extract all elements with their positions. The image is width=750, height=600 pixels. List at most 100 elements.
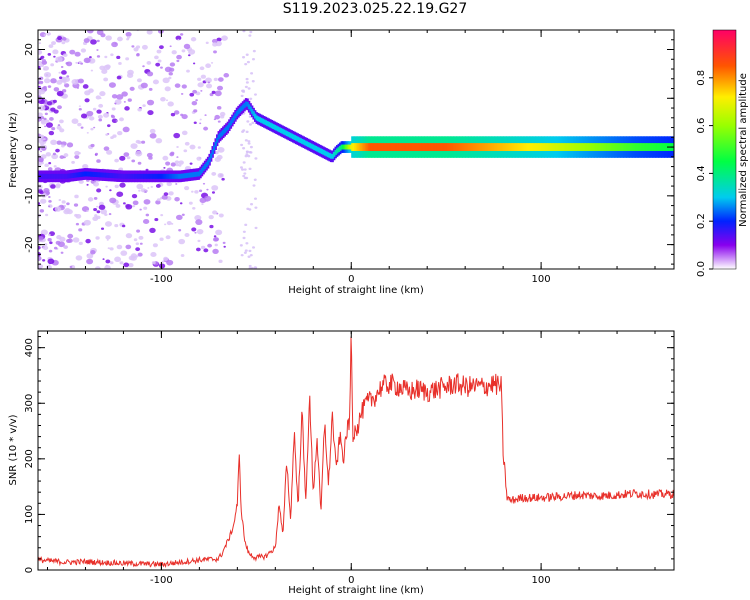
noise-blob [157, 30, 164, 34]
noise-blob [50, 184, 56, 189]
ridge-core [465, 143, 468, 151]
ridge-core [329, 153, 333, 159]
y-tick-label: -20 [24, 236, 35, 252]
noise-blob [189, 162, 193, 165]
noise-blob [214, 151, 219, 155]
ridge-core [73, 172, 76, 178]
ridge-core [377, 143, 380, 151]
noise-blob [156, 198, 161, 202]
noise-blob [149, 227, 156, 233]
noise-blob [213, 50, 217, 54]
ridge-core [489, 143, 492, 151]
noise-blob [112, 134, 117, 138]
ridge-core [404, 143, 407, 151]
ridge-core [225, 126, 228, 132]
x-tick-label: 0 [348, 575, 354, 586]
noise-blob [171, 50, 177, 55]
noise-blob [38, 105, 46, 111]
noise-blob [88, 116, 95, 121]
noise-blob [141, 44, 148, 50]
noise-blob [211, 90, 216, 94]
noise-blob [116, 191, 124, 197]
noise-blob [74, 213, 78, 217]
ridge-core [168, 173, 172, 179]
noise-blob [52, 99, 57, 103]
noise-blob [136, 229, 141, 233]
ridge-core [480, 143, 483, 151]
ridge-core [604, 143, 608, 151]
noise-blob [71, 118, 79, 124]
noise-blob [111, 118, 118, 123]
noise-blob [242, 30, 246, 33]
ridge-core [501, 143, 504, 151]
ridge-core [45, 173, 49, 179]
noise-blob [114, 224, 119, 228]
ridge-core [630, 143, 634, 151]
noise-blob [211, 38, 218, 44]
ridge-core [613, 143, 617, 151]
noise-blob [221, 177, 225, 181]
ridge-core [421, 143, 424, 151]
noise-blob [90, 39, 97, 45]
ridge-core [65, 173, 69, 179]
ridge-core [550, 143, 553, 151]
ridge-core [42, 173, 46, 179]
noise-blob [61, 70, 67, 75]
noise-blob [40, 229, 48, 236]
noise-blob [162, 77, 170, 84]
ridge-core [358, 143, 362, 151]
noise-blob [204, 195, 212, 202]
ridge-core [620, 143, 623, 151]
noise-blob [196, 247, 201, 252]
ridge-core [41, 173, 44, 179]
ridge-core [120, 173, 123, 179]
noise-blob [38, 255, 42, 262]
noise-blob [59, 236, 66, 242]
noise-blob [195, 99, 198, 102]
noise-blob [53, 165, 57, 168]
noise-blob [43, 65, 49, 71]
noise-blob [181, 130, 188, 136]
ridge-core [47, 173, 50, 179]
noise-blob [184, 186, 190, 191]
ridge-core [85, 171, 88, 177]
noise-blob [164, 66, 172, 73]
ridge-core [440, 143, 444, 151]
ridge-core [414, 143, 418, 151]
ridge-core [70, 173, 73, 179]
ridge-core [260, 117, 263, 123]
noise-blob [38, 65, 41, 70]
ridge-core [53, 173, 56, 179]
noise-blob [51, 41, 57, 46]
ridge-core [384, 143, 388, 151]
noise-blob [139, 208, 142, 211]
noise-blob [176, 156, 179, 158]
noise-blob [107, 247, 110, 250]
ridge-core [83, 171, 87, 177]
ridge-core [203, 164, 207, 170]
noise-blob [178, 238, 186, 245]
ridge-core [48, 173, 52, 179]
noise-blob [242, 147, 246, 150]
ridge-core [623, 143, 626, 151]
ridge-core [519, 143, 523, 151]
ridge-core [466, 143, 470, 151]
ridge-core [518, 143, 521, 151]
ridge-core [342, 144, 345, 150]
noise-blob [118, 167, 124, 171]
noise-blob [102, 258, 105, 260]
colorbar-label: Normalized spectral amplitude [738, 73, 749, 227]
noise-blob [142, 218, 150, 225]
noise-blob [78, 108, 82, 111]
noise-blob [123, 202, 126, 205]
ridge-core [68, 173, 72, 179]
noise-blob [194, 214, 202, 221]
noise-blob [114, 42, 117, 45]
noise-blob [109, 261, 114, 265]
ridge-core [298, 137, 301, 143]
noise-blob [135, 247, 141, 252]
noise-blob [47, 258, 55, 265]
noise-blob [137, 161, 142, 165]
noise-blob [184, 141, 190, 146]
noise-blob [48, 249, 53, 253]
